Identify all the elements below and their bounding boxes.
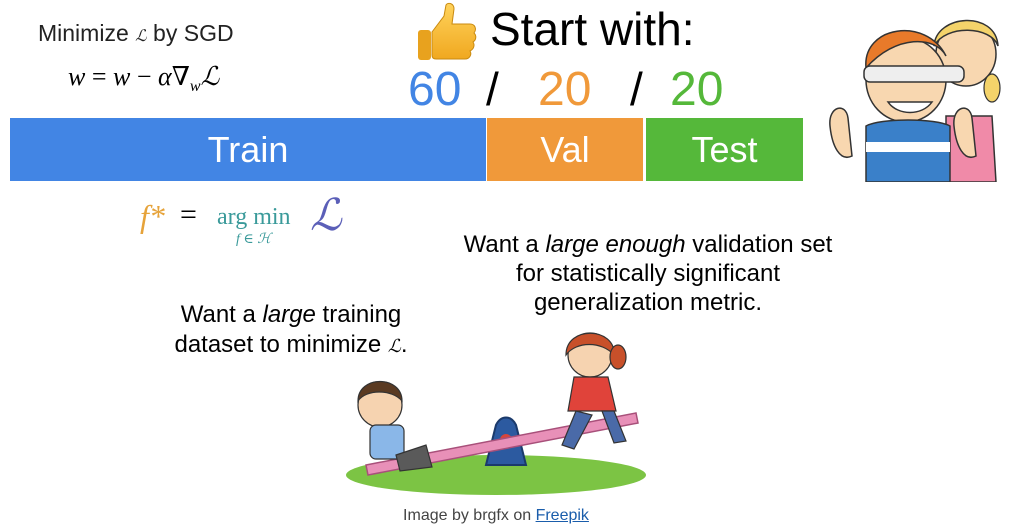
note-text: .	[400, 331, 408, 358]
argmin-equals: =	[180, 198, 197, 231]
note-text: Want a	[463, 231, 546, 258]
formula-alpha: α	[158, 62, 172, 91]
formula-equals: =	[91, 62, 107, 91]
argmin-formula: f* = arg min f ∈ ℋ ℒ	[140, 190, 370, 254]
formula-nabla: ∇	[171, 62, 190, 91]
separator-slash: /	[486, 63, 499, 115]
validation-note: Want a large enough validation set for s…	[450, 230, 846, 317]
loss-symbol: ℒ	[387, 336, 401, 356]
val-percentage: 20	[538, 63, 592, 116]
sgd-update-formula: w = w − α∇wℒ	[68, 62, 219, 96]
f-star: f*	[140, 198, 165, 234]
test-label: Test	[691, 128, 758, 170]
val-label: Val	[540, 128, 590, 170]
separator-slash: /	[630, 63, 643, 115]
start-with-title: Start with:	[490, 3, 695, 55]
freepik-link[interactable]: Freepik	[535, 507, 589, 524]
formula-w: w	[68, 62, 86, 91]
note-emphasis: large	[262, 301, 316, 328]
note-text: training dataset to minimize	[174, 301, 402, 358]
minimize-caption: Minimize ℒ by SGD	[38, 20, 234, 47]
note-text: Want a	[180, 301, 263, 328]
image-credit: Image by brgfx on Freepik	[0, 507, 992, 525]
by-sgd-text: by SGD	[153, 20, 234, 46]
training-note: Want a large training dataset to minimiz…	[150, 300, 432, 361]
argmin-loss: ℒ	[310, 191, 342, 240]
loss-symbol: ℒ	[135, 28, 147, 45]
val-segment: Val	[487, 118, 643, 181]
argmin-subscript: f ∈ ℋ	[236, 232, 272, 247]
train-percentage: 60	[408, 63, 462, 116]
train-segment: Train	[10, 118, 486, 181]
note-emphasis: large enough	[545, 231, 686, 258]
test-percentage: 20	[670, 63, 724, 116]
minimize-word: Minimize	[38, 20, 129, 46]
seesaw-illustration	[346, 332, 646, 495]
argmin-operator: arg min	[217, 204, 291, 230]
formula-subscript: w	[189, 78, 201, 96]
formula-w: w	[113, 62, 131, 91]
test-segment: Test	[646, 118, 803, 181]
formula-loss: ℒ	[200, 62, 220, 91]
note-text: validation set for statistically signifi…	[515, 231, 833, 316]
blindfolded-kids-illustration	[829, 19, 1001, 182]
thumbs-up-icon	[418, 2, 477, 60]
formula-minus: −	[136, 62, 152, 91]
credit-text: Image by brgfx on	[403, 507, 532, 524]
train-label: Train	[207, 128, 289, 170]
